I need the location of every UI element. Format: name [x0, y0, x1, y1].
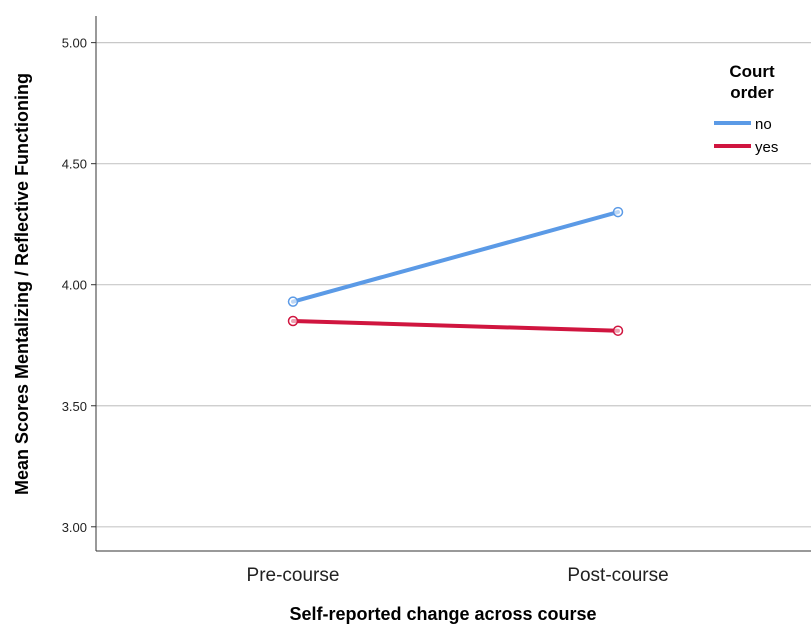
y-tick-label: 3.00 [62, 520, 87, 535]
y-tick-label: 4.50 [62, 157, 87, 172]
legend: Court order no yes [714, 62, 778, 156]
series-line-no [291, 210, 620, 304]
series-line-yes [291, 319, 620, 333]
x-tick-label-post: Post-course [567, 565, 668, 586]
legend-label-yes: yes [755, 139, 778, 156]
y-tick-label: 5.00 [62, 36, 87, 51]
y-tick-labels: 3.00 3.50 4.00 4.50 5.00 [62, 36, 96, 535]
legend-title-line1: Court [729, 62, 775, 81]
y-axis-title: Mean Scores Mentalizing / Reflective Fun… [12, 73, 32, 495]
data-point-no-post [612, 206, 624, 218]
y-tick-label: 3.50 [62, 399, 87, 414]
x-tick-label-pre: Pre-course [247, 565, 340, 586]
y-tick-label: 4.00 [62, 278, 87, 293]
legend-title-line2: order [730, 83, 774, 102]
series-lines [287, 206, 624, 336]
data-point-yes-post [612, 325, 624, 336]
legend-label-no: no [755, 116, 772, 133]
x-axis-title: Self-reported change across course [289, 604, 596, 624]
data-point-yes-pre [287, 315, 299, 327]
gridlines [96, 42, 811, 528]
data-point-no-pre [287, 296, 299, 307]
